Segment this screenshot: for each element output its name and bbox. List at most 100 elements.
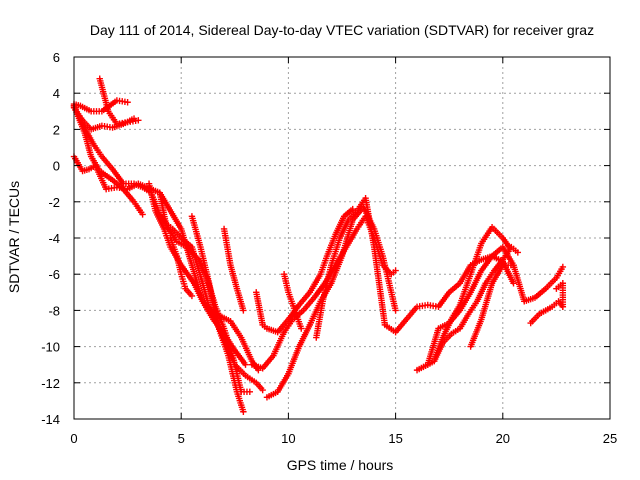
marker-trail [468,318,484,348]
marker-trail [328,254,345,285]
data-point [559,263,567,271]
series-track-13 [263,204,399,401]
marker-trail [544,304,554,313]
marker-trail [254,381,265,392]
y-tick-label: 0 [53,159,60,174]
series-track-10 [188,213,247,415]
marker-trail [554,265,565,279]
marker-trail [415,362,429,373]
data-point [259,386,266,394]
x-tick-label: 15 [388,431,402,446]
y-tick-label: -6 [48,267,60,282]
data-points [70,75,567,415]
marker-trail [551,299,560,309]
data-point [124,99,131,106]
marker-trail [346,209,359,222]
marker-trail [189,215,204,249]
marker-trail [313,300,326,339]
marker-trail [380,255,394,294]
marker-trail [556,299,565,309]
marker-trail [90,123,103,132]
marker-trail [227,264,240,290]
y-tick-label: 4 [53,86,60,101]
marker-trail [122,180,135,187]
data-point [139,211,146,218]
marker-trail [296,323,313,348]
marker-trail [388,291,399,312]
marker-trail [82,131,94,158]
marker-trail [116,97,129,105]
grid [74,57,610,419]
marker-trail [234,287,246,312]
x-tick-label: 25 [603,431,617,446]
marker-trail [490,263,505,285]
series-track-16 [313,194,567,341]
marker-trail [206,282,221,326]
data-point [392,267,399,274]
marker-trail [197,246,212,285]
marker-trail [307,300,323,326]
marker-trail [253,291,266,326]
marker-trail [483,269,496,285]
marker-trail [215,323,231,357]
data-point [240,408,247,415]
y-tick-label: -10 [41,340,60,355]
marker-trail [371,228,386,258]
marker-trail [72,155,85,173]
marker-trail [441,332,453,345]
marker-trail [106,110,119,126]
marker-trail [371,246,388,326]
marker-trail [281,273,292,294]
y-tick-label: -12 [41,376,60,391]
marker-trail [275,372,291,394]
marker-trail [141,185,153,195]
marker-trail [501,245,514,261]
y-tick-label: -8 [48,303,60,318]
x-axis-label: GPS time / hours [287,457,394,473]
marker-trail [250,362,264,371]
marker-trail [431,336,446,363]
marker-trail [529,312,541,325]
marker-trail [320,264,334,303]
marker-trail [234,390,246,413]
marker-trail [87,163,97,172]
marker-trail [185,245,201,262]
marker-trail [450,326,461,336]
marker-trail [404,305,419,321]
data-point [559,303,567,310]
marker-trail [164,224,179,243]
marker-trail [175,239,189,250]
marker-trail [178,273,188,290]
marker-trail [286,291,298,312]
marker-trail [168,237,180,258]
marker-trail [282,318,295,334]
marker-trail [426,359,436,367]
marker-trail [201,299,213,312]
marker-trail [97,77,111,113]
marker-trail [179,236,194,249]
marker-trail [110,167,126,186]
marker-trail [218,313,232,324]
marker-trail [72,101,82,109]
marker-trail [457,273,474,306]
marker-trail [440,318,454,339]
marker-trail [538,308,547,317]
marker-trail [105,184,118,192]
marker-trail [132,200,145,216]
marker-trail [71,104,85,126]
marker-trail [457,263,473,285]
marker-trail [171,227,183,240]
marker-trail [156,191,169,227]
marker-trail [301,296,316,312]
data-point [506,243,513,251]
marker-trail [191,282,205,303]
series-track-11 [220,225,247,314]
marker-trail [265,389,279,400]
marker-trail [297,290,312,307]
marker-trail [221,327,236,357]
marker-trail [457,312,471,330]
axis-ticks: 0 5 10 15 20 25 -14 -12 -10 -8 -6 -4 -2 0 2 4 6 [41,50,617,446]
data-point [242,361,249,368]
y-tick-label: 6 [53,50,60,65]
marker-trail [153,209,167,231]
